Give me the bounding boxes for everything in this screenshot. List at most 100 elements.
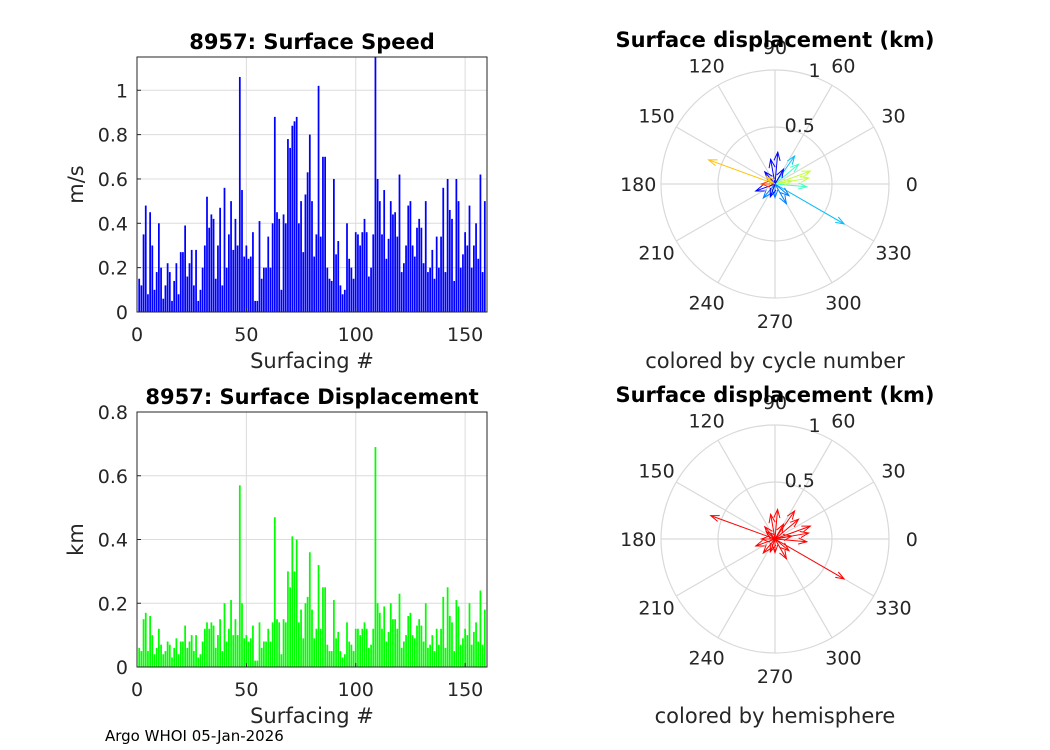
- bar: [459, 644, 462, 667]
- arrow-head: [789, 518, 800, 528]
- displacement-arrow: [762, 538, 776, 554]
- bar: [442, 596, 445, 667]
- bar: [273, 116, 276, 312]
- bar: [158, 223, 160, 312]
- bar: [177, 294, 180, 312]
- arrow-head: [754, 184, 765, 192]
- bar: [252, 232, 254, 312]
- angle-tick-label: 330: [875, 242, 911, 264]
- x-tick-label: 0: [131, 324, 143, 346]
- bar: [254, 300, 256, 312]
- bar: [381, 234, 383, 312]
- bar: [337, 631, 340, 667]
- bar: [475, 223, 477, 312]
- bar: [473, 245, 475, 312]
- bar: [166, 263, 169, 312]
- bar: [153, 289, 156, 312]
- bar: [400, 647, 403, 667]
- bar: [289, 147, 291, 312]
- bar: [378, 612, 381, 667]
- angle-tick-label: 0: [906, 529, 918, 551]
- bar: [171, 300, 173, 312]
- radius-tick-label: 0.5: [785, 115, 815, 137]
- bar: [459, 267, 462, 312]
- bar: [479, 174, 482, 312]
- bar: [416, 625, 418, 667]
- displacement-arrow: [774, 183, 787, 204]
- bar: [438, 267, 440, 312]
- y-tick-label: 0.4: [98, 213, 128, 235]
- bar: [212, 218, 215, 312]
- displacement-arrow: [774, 525, 811, 540]
- bar: [263, 267, 265, 312]
- bar: [269, 641, 272, 667]
- bar: [319, 236, 322, 312]
- y-tick-label: 0.2: [98, 593, 128, 615]
- bar: [335, 254, 337, 312]
- displacement-arrow: [774, 170, 811, 185]
- bar: [457, 606, 460, 667]
- bar: [464, 628, 466, 667]
- bar: [300, 609, 302, 667]
- angle-tick-label: 90: [763, 392, 787, 414]
- bar: [252, 625, 254, 667]
- bar: [249, 638, 252, 667]
- bar: [265, 641, 267, 667]
- arrow-head: [779, 549, 788, 561]
- bar: [138, 278, 141, 312]
- arrow-head: [768, 157, 776, 169]
- arrow-head: [801, 170, 812, 178]
- bar: [179, 641, 182, 667]
- bar: [186, 276, 189, 312]
- arrow-head: [835, 216, 846, 225]
- bar: [341, 657, 344, 667]
- angle-tick-label: 30: [881, 461, 905, 483]
- bar: [138, 647, 141, 667]
- displacement-arrow: [774, 535, 792, 540]
- bar: [343, 289, 346, 312]
- bar: [431, 249, 434, 312]
- bar: [221, 285, 224, 312]
- displacement-arrow: [769, 538, 776, 553]
- angle-tick-label: 150: [638, 461, 674, 483]
- bar: [188, 641, 191, 667]
- bar: [265, 267, 267, 312]
- bar: [234, 619, 237, 667]
- bar: [298, 223, 300, 312]
- arrow-head: [771, 189, 779, 200]
- bar: [453, 280, 456, 312]
- bar: [477, 258, 480, 312]
- bar: [350, 267, 353, 312]
- arrow-head: [754, 539, 765, 547]
- bar: [407, 205, 410, 312]
- bar: [199, 289, 202, 312]
- angle-tick-label: 120: [688, 56, 724, 78]
- bar: [184, 225, 186, 312]
- bar: [326, 644, 329, 667]
- bar: [348, 258, 351, 312]
- bar: [319, 628, 322, 667]
- bar: [405, 635, 407, 667]
- bar: [291, 125, 294, 312]
- bar: [151, 245, 154, 312]
- bar: [363, 622, 366, 667]
- bar: [199, 654, 202, 667]
- angle-tick-label: 150: [638, 106, 674, 128]
- bar: [158, 628, 160, 667]
- bar: [475, 622, 477, 667]
- bar: [324, 156, 326, 312]
- bar: [483, 609, 486, 667]
- bar: [311, 609, 313, 667]
- bar: [147, 294, 149, 312]
- bar: [287, 139, 289, 312]
- radius-tick-label: 0.5: [785, 470, 815, 492]
- bar: [298, 622, 300, 667]
- bar: [376, 178, 379, 312]
- arrow-head: [779, 194, 788, 206]
- bar: [284, 223, 287, 312]
- bar: [271, 622, 274, 667]
- bar: [368, 276, 370, 312]
- bar: [238, 485, 241, 667]
- bar: [260, 647, 263, 667]
- bar: [149, 212, 151, 312]
